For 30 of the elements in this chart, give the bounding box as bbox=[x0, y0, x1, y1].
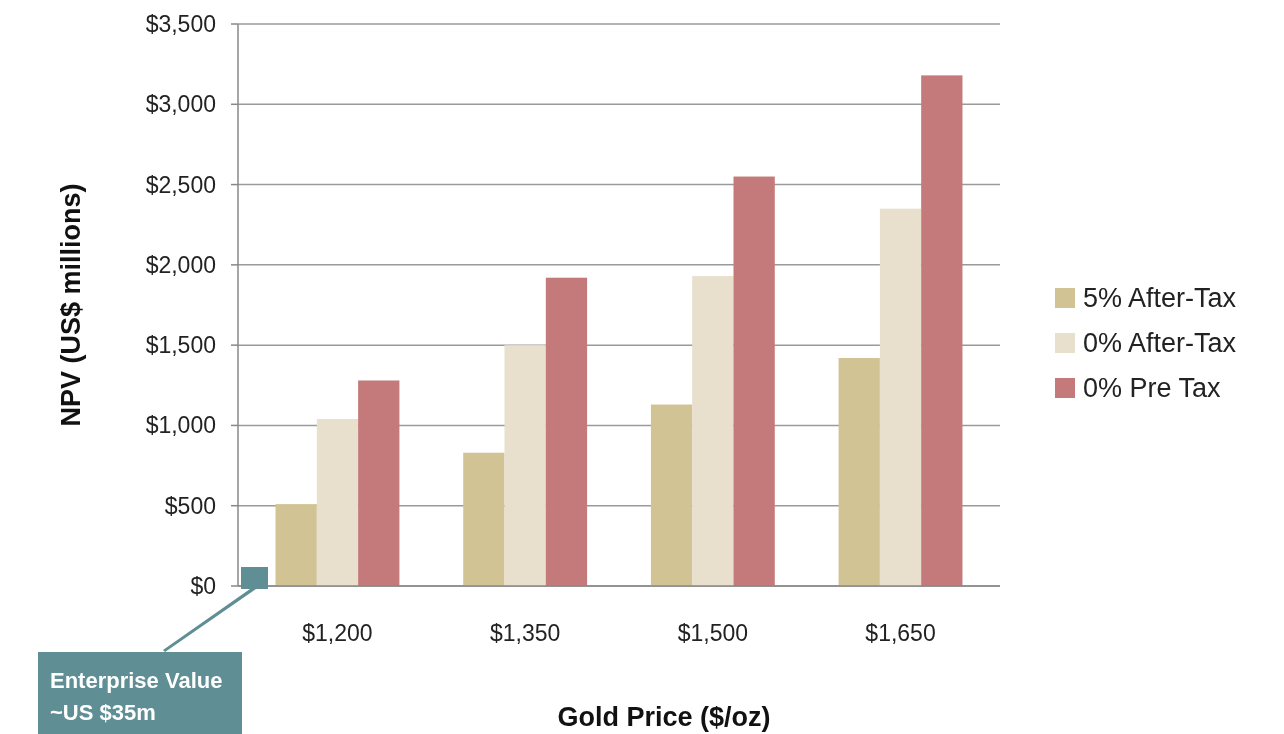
bar bbox=[504, 345, 546, 586]
y-tick-label: $3,000 bbox=[145, 91, 216, 118]
x-tick-label: $1,350 bbox=[489, 620, 561, 646]
x-tick-label: $1,650 bbox=[865, 620, 936, 646]
legend-label: 0% Pre Tax bbox=[1083, 373, 1222, 403]
bar bbox=[358, 380, 400, 586]
bar bbox=[650, 404, 693, 586]
bar bbox=[463, 452, 505, 586]
x-tick-label: $1,500 bbox=[677, 620, 749, 646]
y-tick-label: $2,500 bbox=[145, 171, 216, 198]
y-axis-title: NPV (US$ millions) bbox=[56, 183, 86, 427]
y-tick-label: $1,500 bbox=[145, 332, 216, 359]
bar bbox=[879, 208, 922, 586]
text: Enterprise Value ~US $35m bbox=[50, 668, 223, 725]
bar bbox=[545, 277, 588, 586]
x-tick-label: $1,200 bbox=[302, 620, 373, 646]
legend-label: 5% After-Tax bbox=[1083, 283, 1237, 313]
bar bbox=[316, 419, 359, 586]
x-axis-title: Gold Price ($/oz) bbox=[557, 702, 771, 732]
y-tick-label: $2,000 bbox=[145, 251, 216, 278]
y-tick-label: $500 bbox=[164, 492, 216, 519]
bar bbox=[733, 176, 775, 586]
bar bbox=[692, 276, 734, 586]
y-tick-label: $1,000 bbox=[145, 412, 216, 439]
legend-label: 0% After-Tax bbox=[1083, 328, 1237, 358]
y-tick-label: $3,500 bbox=[145, 11, 216, 38]
bar bbox=[838, 357, 880, 586]
y-tick-label: $0 bbox=[190, 573, 216, 600]
bar bbox=[921, 75, 963, 586]
bar bbox=[275, 504, 317, 586]
